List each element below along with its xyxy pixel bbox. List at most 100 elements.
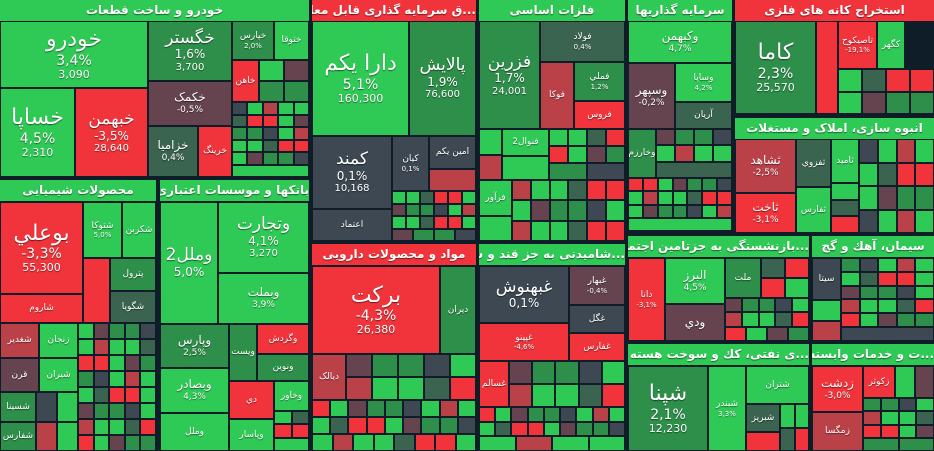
stock-tile[interactable] — [549, 220, 569, 241]
stock-tile[interactable] — [140, 419, 156, 435]
stock-tile[interactable] — [348, 417, 367, 434]
stock-tile[interactable] — [512, 220, 531, 241]
stock-tile[interactable] — [392, 216, 406, 229]
stock-tile[interactable] — [831, 183, 859, 200]
stock-tile[interactable] — [896, 162, 916, 186]
stock-tile[interactable]: فزرین 1,7% 24,001 — [479, 21, 540, 129]
stock-tile[interactable] — [896, 186, 916, 210]
stock-tile[interactable]: غسالم — [479, 361, 509, 407]
stock-tile[interactable] — [434, 216, 448, 229]
stock-tile[interactable] — [915, 271, 934, 286]
stock-tile[interactable] — [78, 371, 94, 387]
stock-tile[interactable] — [780, 427, 795, 451]
stock-tile[interactable] — [93, 355, 110, 371]
stock-tile[interactable] — [656, 145, 675, 162]
stock-tile[interactable] — [429, 169, 476, 191]
stock-tile[interactable] — [247, 127, 263, 140]
stock-tile[interactable] — [880, 398, 899, 412]
stock-tile[interactable] — [878, 313, 897, 328]
stock-tile[interactable]: شتران — [746, 366, 809, 404]
stock-tile[interactable]: خرینگ — [198, 126, 232, 177]
stock-tile[interactable] — [366, 417, 385, 434]
stock-tile[interactable] — [109, 419, 125, 435]
stock-tile[interactable] — [838, 69, 862, 92]
stock-tile[interactable] — [93, 387, 110, 403]
stock-tile[interactable] — [515, 436, 552, 451]
stock-tile[interactable] — [896, 313, 916, 328]
stock-tile[interactable]: شاروم — [0, 294, 83, 323]
stock-tile[interactable] — [293, 139, 310, 152]
stock-tile[interactable] — [713, 145, 732, 162]
stock-tile[interactable]: زکوثر — [863, 366, 895, 398]
stock-tile[interactable] — [775, 298, 793, 313]
stock-tile[interactable] — [530, 180, 550, 201]
stock-tile[interactable] — [448, 191, 462, 204]
stock-tile[interactable] — [479, 407, 496, 422]
stock-tile[interactable] — [330, 400, 349, 417]
stock-tile[interactable] — [421, 400, 440, 417]
stock-tile[interactable] — [841, 327, 934, 341]
stock-tile[interactable] — [606, 200, 625, 221]
stock-tile[interactable] — [36, 392, 57, 422]
stock-tile[interactable] — [424, 354, 450, 377]
stock-tile[interactable] — [915, 162, 934, 186]
stock-tile[interactable] — [606, 146, 625, 163]
stock-tile[interactable]: غبهنوش 0,1% — [479, 266, 569, 323]
stock-tile[interactable] — [725, 326, 746, 341]
stock-tile[interactable]: وپارس 2,5% — [160, 324, 229, 368]
sector-title[interactable]: ...بازنشستگی به جزتامین اجتماعی — [628, 236, 809, 257]
sector-title[interactable]: ...ت و خدمات وابسته — [812, 344, 934, 365]
stock-tile[interactable] — [859, 271, 879, 286]
stock-tile[interactable]: شبریز — [746, 404, 780, 432]
stock-tile[interactable] — [859, 299, 879, 314]
stock-tile[interactable] — [414, 434, 435, 451]
stock-tile[interactable] — [560, 407, 577, 422]
sector-title[interactable]: مواد و محصولات دارویی — [312, 244, 476, 265]
stock-tile[interactable] — [592, 421, 609, 437]
stock-tile[interactable]: دیالک — [312, 354, 346, 400]
stock-tile[interactable]: پالایش 1,9% 76,600 — [409, 21, 476, 136]
stock-tile[interactable] — [284, 81, 309, 102]
stock-tile[interactable] — [479, 421, 496, 437]
stock-tile[interactable] — [293, 102, 310, 115]
stock-tile[interactable] — [543, 407, 561, 422]
stock-tile[interactable]: کگهر — [877, 21, 905, 69]
stock-tile[interactable]: شیران — [39, 358, 78, 392]
stock-tile[interactable]: ثاخت -3,1% — [735, 193, 796, 233]
stock-tile[interactable] — [78, 323, 94, 339]
stock-tile[interactable] — [278, 139, 294, 152]
stock-tile[interactable]: ثفارس — [796, 187, 831, 233]
stock-tile[interactable] — [543, 421, 561, 437]
stock-tile[interactable] — [863, 437, 899, 451]
stock-tile[interactable] — [78, 387, 94, 403]
stock-tile[interactable] — [761, 278, 785, 298]
stock-tile[interactable] — [247, 102, 263, 115]
stock-tile[interactable] — [346, 354, 372, 377]
stock-tile[interactable] — [479, 216, 512, 241]
stock-tile[interactable] — [702, 191, 718, 205]
stock-tile[interactable] — [628, 191, 643, 205]
stock-tile[interactable] — [687, 178, 703, 192]
stock-tile[interactable] — [392, 203, 406, 216]
stock-tile[interactable] — [601, 361, 626, 384]
stock-tile[interactable] — [896, 285, 916, 300]
stock-tile[interactable]: دانا -3,1% — [628, 258, 665, 341]
sector-title[interactable]: سیمان، آهك و گچ — [812, 236, 934, 257]
stock-tile[interactable] — [549, 200, 569, 221]
stock-tile[interactable] — [552, 436, 589, 451]
stock-tile[interactable] — [841, 313, 860, 328]
stock-tile[interactable] — [578, 361, 602, 384]
stock-tile[interactable]: پترول — [110, 258, 156, 291]
stock-tile[interactable]: شسینا — [0, 392, 36, 422]
stock-tile[interactable] — [124, 403, 141, 419]
stock-tile[interactable] — [910, 91, 934, 114]
stock-tile[interactable] — [672, 191, 688, 205]
stock-tile[interactable] — [78, 355, 94, 371]
stock-tile[interactable] — [741, 312, 759, 327]
stock-tile[interactable] — [859, 313, 879, 328]
stock-tile[interactable] — [348, 400, 367, 417]
stock-tile[interactable] — [916, 411, 934, 425]
stock-tile[interactable] — [560, 421, 577, 437]
stock-tile[interactable] — [124, 435, 141, 451]
stock-tile[interactable] — [859, 209, 878, 233]
